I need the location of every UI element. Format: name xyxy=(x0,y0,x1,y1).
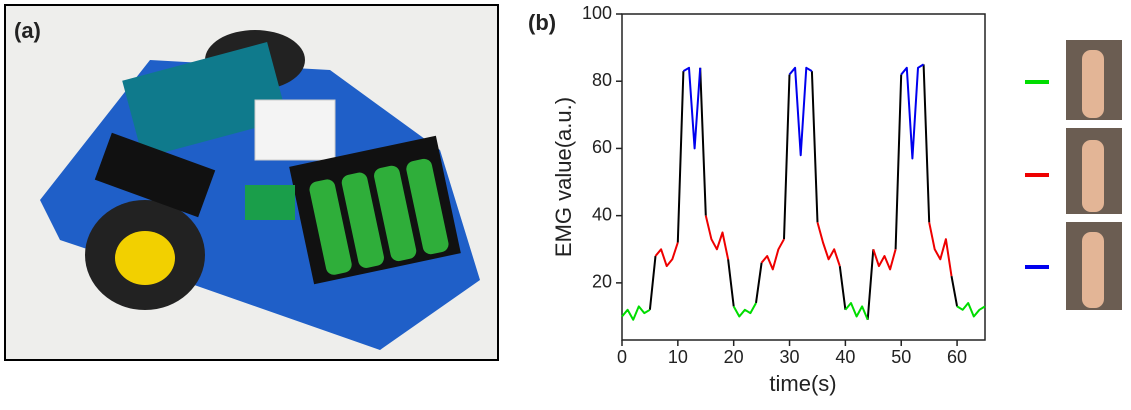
x-axis-label: time(s) xyxy=(769,371,836,396)
y-tick-label: 60 xyxy=(592,137,612,157)
panel-label: (a) xyxy=(14,18,41,43)
series-line xyxy=(621,302,986,321)
y-tick-label: 100 xyxy=(582,3,612,23)
series-line xyxy=(648,64,959,320)
x-tick-label: 50 xyxy=(891,347,911,367)
y-tick-label: 40 xyxy=(592,204,612,224)
x-tick-label: 0 xyxy=(617,347,627,367)
y-axis-label: EMG value(a.u.) xyxy=(551,97,576,257)
x-tick-label: 10 xyxy=(668,347,688,367)
series-line xyxy=(654,215,953,277)
x-tick-label: 40 xyxy=(835,347,855,367)
gesture-photos xyxy=(1066,40,1122,310)
robot-car-photo xyxy=(4,4,499,361)
x-tick-label: 30 xyxy=(780,347,800,367)
plot-frame xyxy=(621,13,986,341)
y-tick-label: 80 xyxy=(592,70,612,90)
series-line xyxy=(682,63,925,160)
y-tick-label: 20 xyxy=(592,272,612,292)
x-tick-label: 20 xyxy=(724,347,744,367)
panel-label: (b) xyxy=(528,10,556,35)
x-tick-label: 60 xyxy=(947,347,967,367)
